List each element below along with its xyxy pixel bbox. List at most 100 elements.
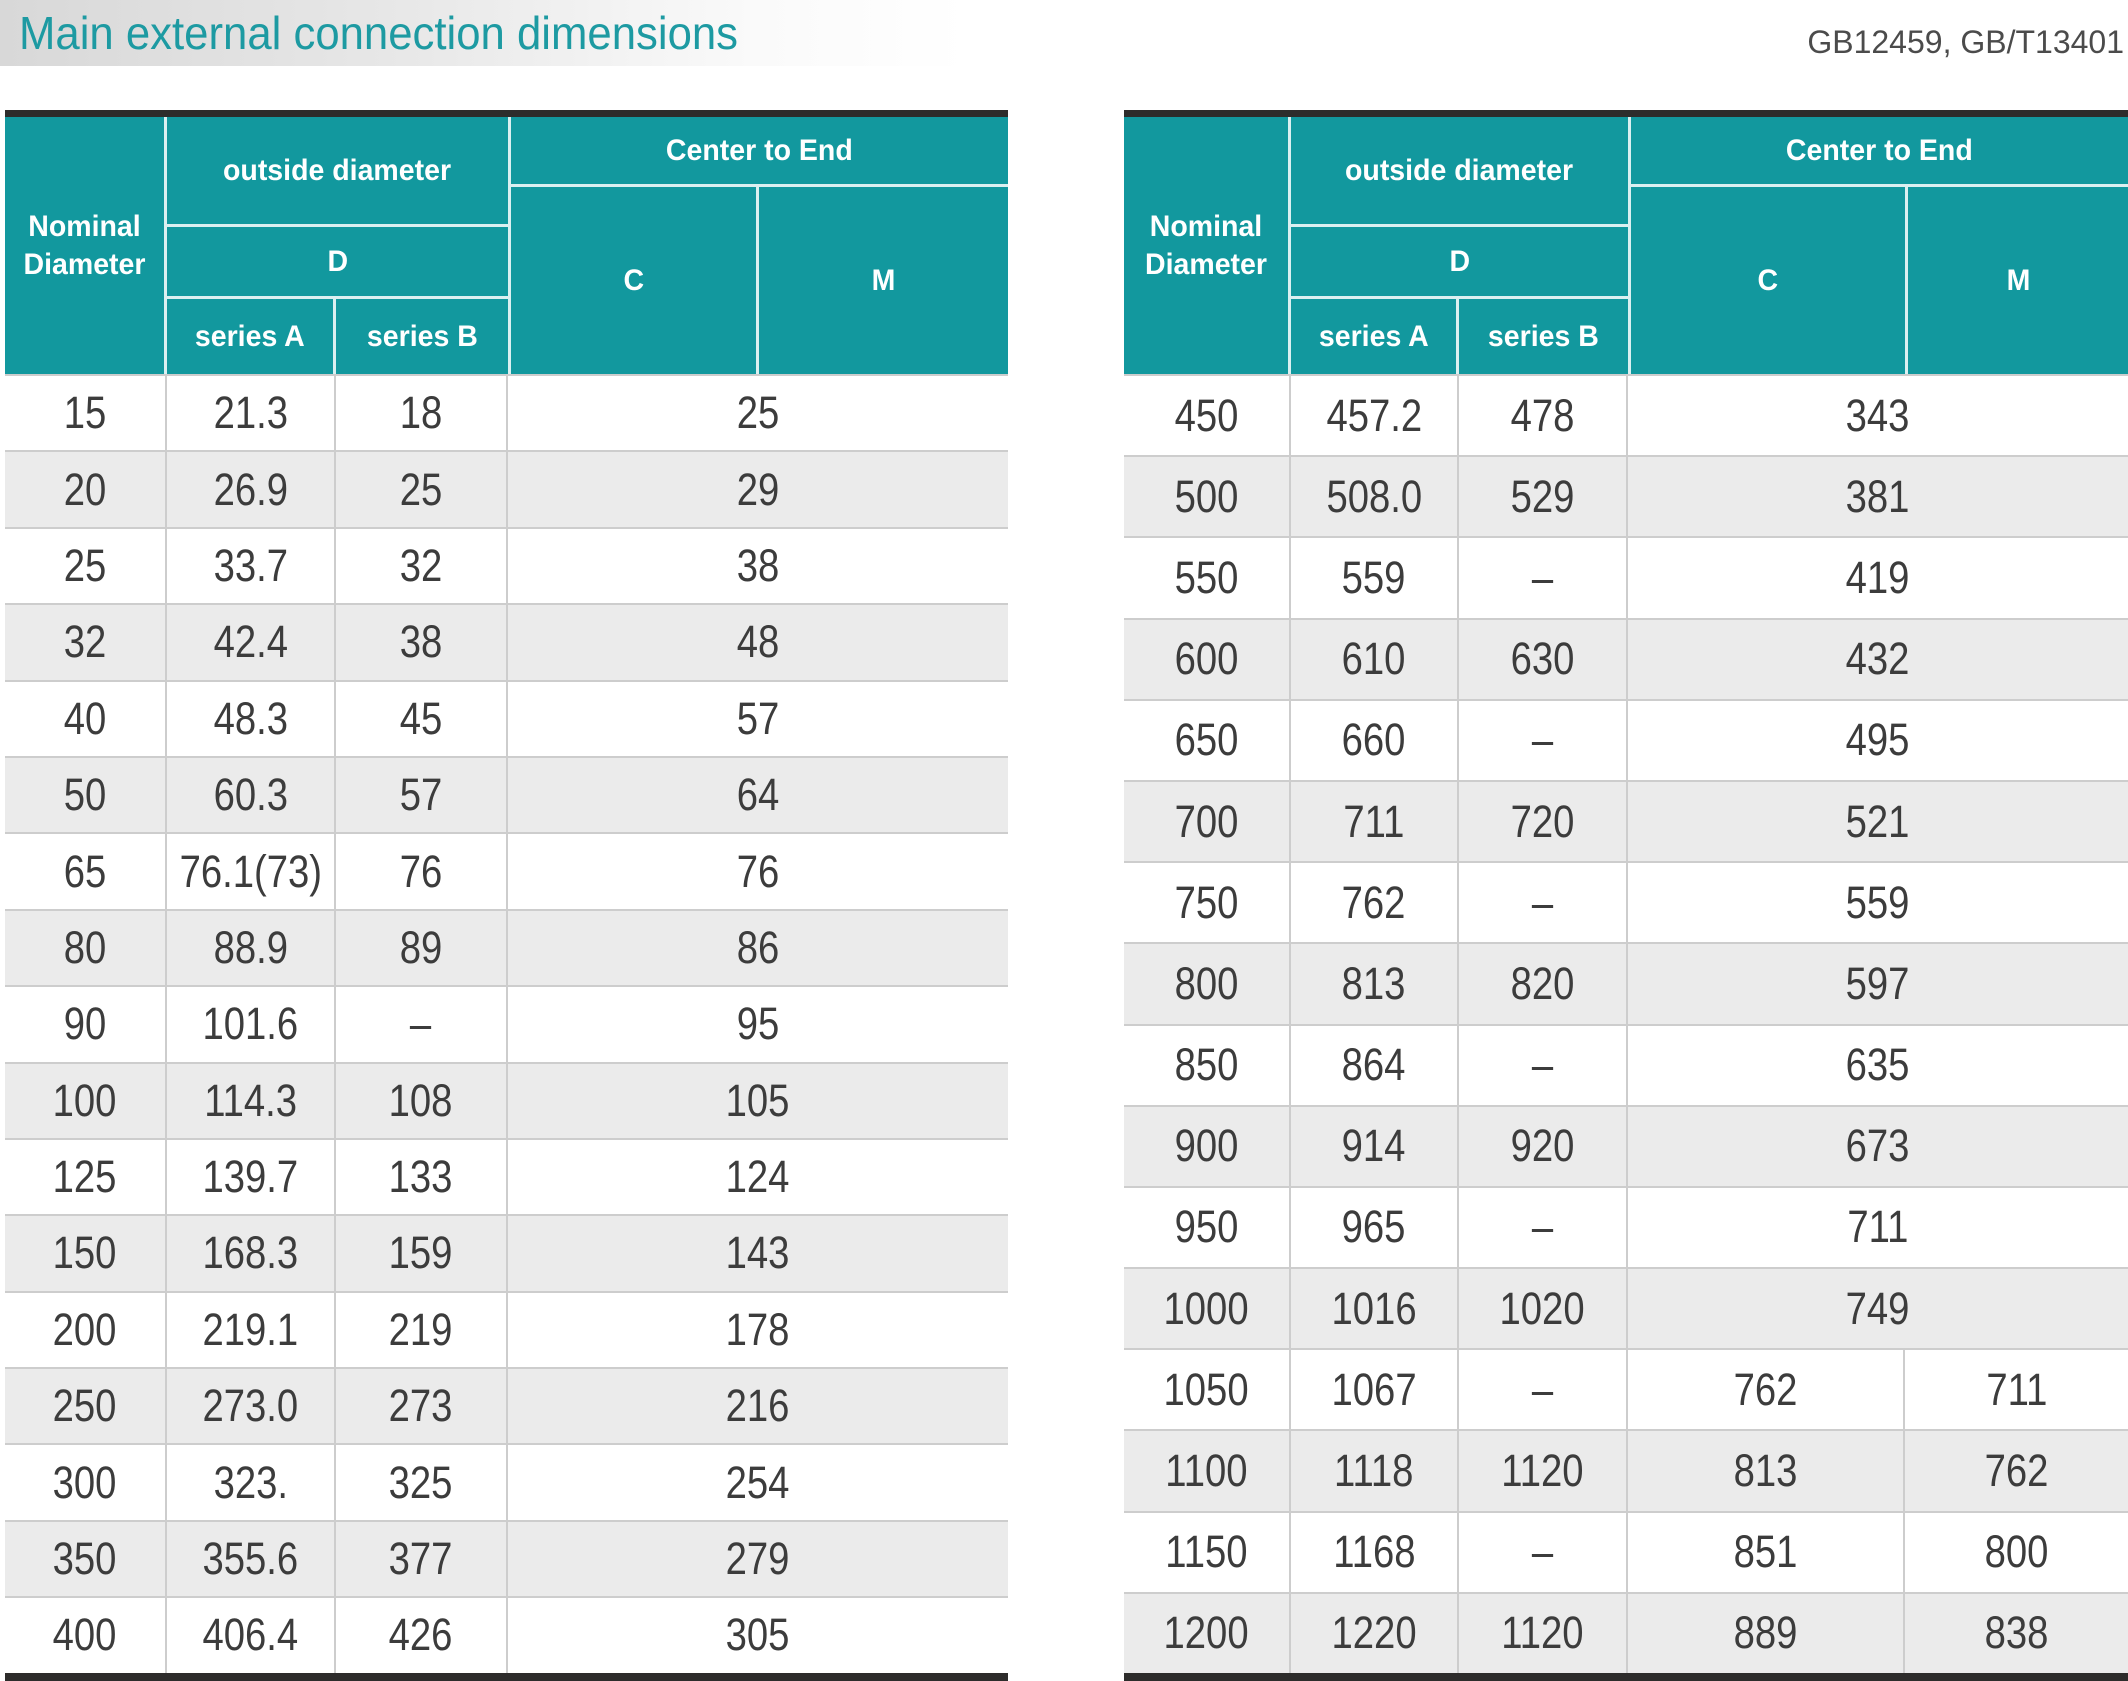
cell-value: 124	[726, 1151, 790, 1203]
cell-value: 250	[53, 1380, 117, 1432]
cell-value: 178	[726, 1303, 790, 1355]
cell-value: 711	[1986, 1363, 2047, 1415]
header-outside-diameter-group: outside diameter D series A series B	[167, 117, 508, 374]
cell-series-b: 108	[336, 1063, 508, 1138]
cell-value: 820	[1510, 957, 1575, 1009]
cell-nominal-diameter: 200	[5, 1292, 167, 1368]
header-label: series A	[195, 319, 305, 353]
cell-value: 32	[63, 616, 107, 668]
cell-nominal-diameter: 750	[1124, 863, 1291, 943]
table-row: 250 273.0 273 216	[5, 1367, 1008, 1444]
table-body-left: 15 21.3 18 25 20 26.9 25 29 25 33.7 32 38 32 42.4 38 48…	[5, 374, 1008, 1673]
cell-series-a: 114.3	[167, 1063, 336, 1138]
table-row: 350 355.6 377 279	[5, 1519, 1008, 1597]
cell-nominal-diameter: 25	[5, 528, 167, 604]
table-row: 25 33.7 32 38	[5, 526, 1008, 604]
table-row: 700 711 720 521	[1124, 779, 2128, 862]
cell-value: 21.3	[213, 387, 288, 439]
cell-value: 150	[53, 1227, 117, 1279]
dimensions-table-right: Nominal Diameter outside diameter D seri…	[1124, 110, 2128, 1681]
cell-nominal-diameter: 90	[5, 987, 167, 1062]
cell-value: 26.9	[213, 463, 288, 515]
cell-value: 57	[736, 692, 780, 744]
cell-series-a: 33.7	[167, 528, 336, 604]
cell-series-a: 168.3	[167, 1216, 336, 1291]
cell-value: 105	[726, 1074, 790, 1126]
cell-series-b: 377	[336, 1521, 508, 1597]
table-row: 32 42.4 38 48	[5, 603, 1008, 680]
cell-series-a: 21.3	[167, 376, 336, 451]
cell-center-to-end: 749	[1628, 1269, 2128, 1348]
dimensions-table-left: Nominal Diameter outside diameter D seri…	[5, 110, 1008, 1681]
cell-value: –	[1531, 876, 1554, 928]
table-header: Nominal Diameter outside diameter D seri…	[5, 117, 1008, 374]
cell-series-a: 914	[1291, 1106, 1459, 1186]
cell-center-to-end: 597	[1628, 944, 2128, 1023]
header-c: C	[1631, 187, 1908, 374]
table-row: 1050 1067 – 762 711	[1124, 1348, 2128, 1430]
header-label: Center to End	[666, 133, 853, 167]
cell-value: 200	[53, 1303, 117, 1355]
cell-center-to-end: 711	[1628, 1188, 2128, 1267]
cell-value: 1120	[1501, 1445, 1584, 1497]
cell-nominal-diameter: 1000	[1124, 1269, 1291, 1349]
header-series-row: series A series B	[1291, 299, 1628, 374]
cell-series-b: 630	[1459, 619, 1628, 699]
cell-value: 279	[726, 1533, 790, 1585]
cell-value: 1150	[1165, 1526, 1248, 1578]
cell-value: –	[1531, 551, 1554, 603]
header-label: series B	[1488, 319, 1599, 353]
cell-series-b: –	[1459, 1512, 1628, 1592]
cell-center-to-end: 48	[508, 605, 1008, 679]
cell-series-a: 1067	[1291, 1350, 1459, 1430]
cell-value: 273.0	[202, 1380, 299, 1432]
header-label: M	[871, 263, 896, 297]
cell-nominal-diameter: 300	[5, 1445, 167, 1520]
cell-value: 550	[1174, 551, 1239, 603]
cell-series-a: 273.0	[167, 1369, 336, 1444]
cell-value: 559	[1342, 551, 1406, 603]
table-row: 650 660 – 495	[1124, 698, 2128, 780]
standards-reference: GB12459, GB/T13401	[1807, 24, 2124, 60]
cell-value: 45	[399, 692, 443, 744]
cell-value: 381	[1846, 470, 1910, 522]
header-center-to-end: Center to End	[1631, 117, 2128, 187]
header-center-to-end-group: Center to End C M	[1628, 117, 2128, 374]
cell-center-to-end: 95	[508, 987, 1008, 1061]
cell-value: 90	[63, 998, 107, 1050]
cell-value: 15	[63, 387, 107, 439]
cell-series-b: 273	[336, 1369, 508, 1444]
title-bar: Main external connection dimensions	[0, 0, 968, 66]
cell-series-b: 38	[336, 605, 508, 680]
cell-series-a: 813	[1291, 944, 1459, 1024]
cell-value: 478	[1510, 389, 1575, 441]
cell-series-a: 457.2	[1291, 376, 1459, 456]
cell-center-to-end-m: 800	[1905, 1513, 2128, 1592]
cell-value: 325	[389, 1456, 453, 1508]
cell-value: 25	[736, 387, 780, 439]
cell-value: 89	[399, 921, 443, 973]
cell-series-a: 88.9	[167, 910, 336, 986]
cell-series-a: 323.	[167, 1445, 336, 1520]
cell-nominal-diameter: 32	[5, 605, 167, 680]
cell-value: 300	[53, 1456, 117, 1508]
cell-value: 95	[736, 998, 780, 1050]
cell-series-b: 478	[1459, 376, 1628, 456]
cell-series-a: 406.4	[167, 1598, 336, 1673]
cell-center-to-end: 216	[508, 1369, 1008, 1443]
cell-series-a: 42.4	[167, 605, 336, 680]
cell-nominal-diameter: 100	[5, 1063, 167, 1138]
cell-series-a: 610	[1291, 619, 1459, 699]
cell-value: –	[1531, 1363, 1554, 1415]
table-row: 450 457.2 478 343	[1124, 374, 2128, 456]
cell-center-to-end: 124	[508, 1140, 1008, 1214]
cell-series-b: 32	[336, 528, 508, 604]
cell-nominal-diameter: 150	[5, 1216, 167, 1291]
cell-value: 1168	[1332, 1526, 1416, 1578]
cell-value: 529	[1510, 470, 1575, 522]
cell-value: 108	[389, 1074, 453, 1126]
cell-value: 219.1	[202, 1303, 299, 1355]
header-series-a: series A	[1291, 299, 1459, 374]
cell-series-b: –	[1459, 1350, 1628, 1430]
cell-center-to-end-m: 711	[1905, 1350, 2128, 1429]
